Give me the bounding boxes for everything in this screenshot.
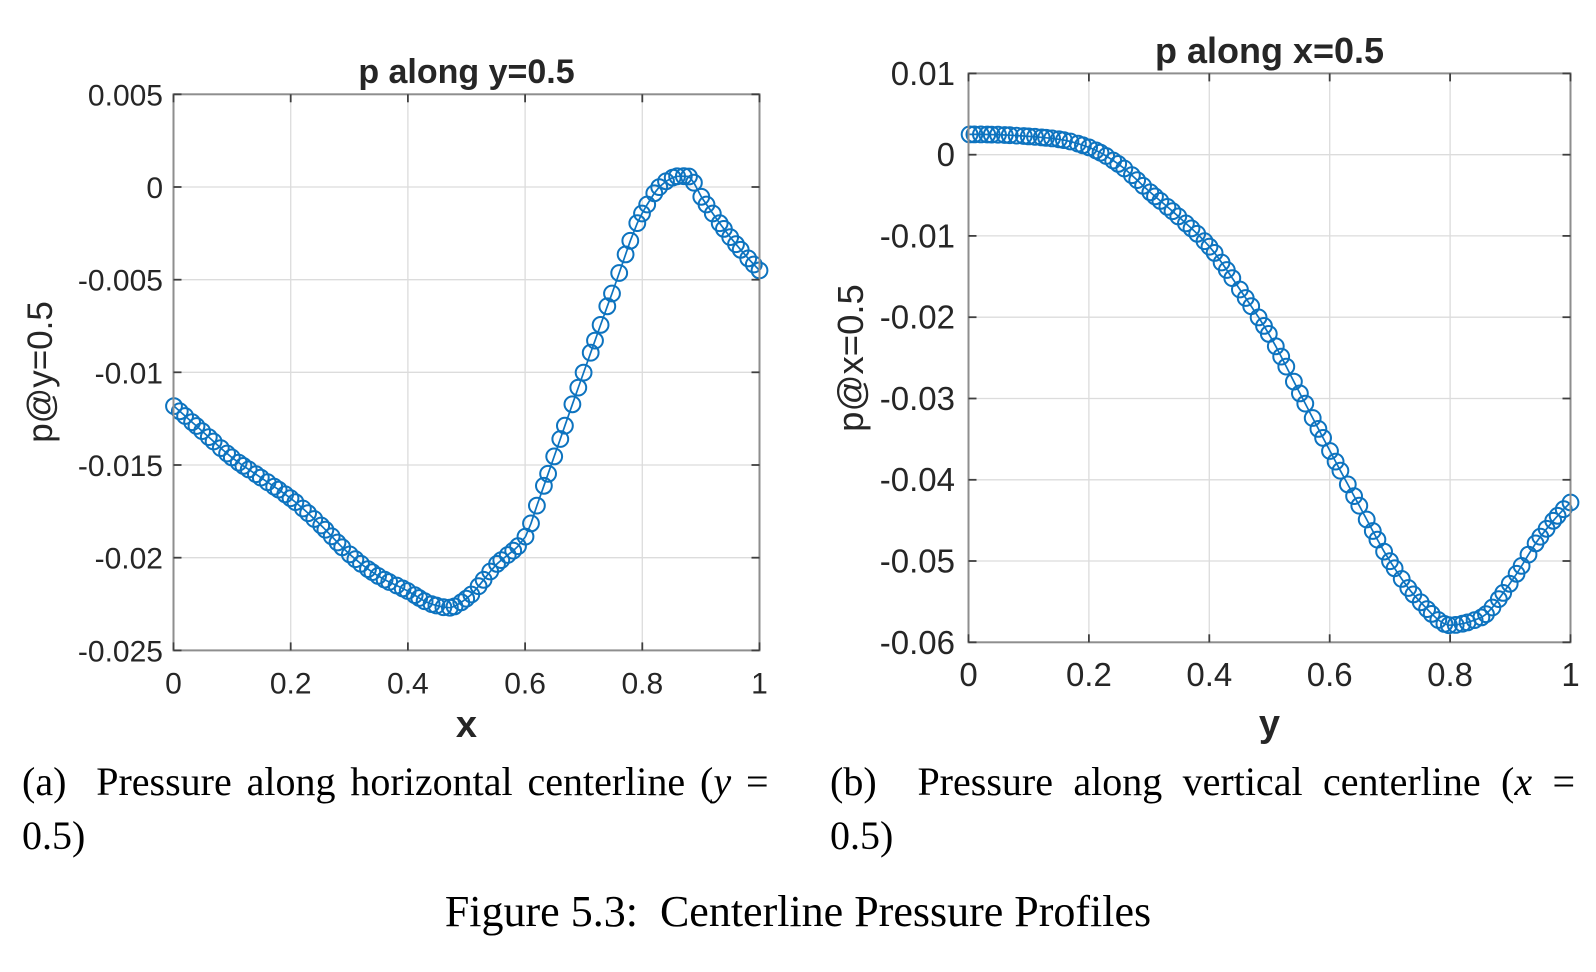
svg-text:-0.04: -0.04 bbox=[880, 461, 955, 498]
svg-text:-0.05: -0.05 bbox=[880, 543, 955, 580]
svg-text:0.01: 0.01 bbox=[891, 55, 955, 92]
svg-text:0: 0 bbox=[165, 668, 182, 701]
svg-text:-0.03: -0.03 bbox=[880, 380, 955, 417]
svg-text:-0.02: -0.02 bbox=[880, 299, 955, 336]
svg-text:p@y=0.5: p@y=0.5 bbox=[21, 301, 60, 443]
svg-text:0.6: 0.6 bbox=[1307, 656, 1353, 693]
svg-text:0.005: 0.005 bbox=[88, 79, 163, 112]
svg-text:y: y bbox=[1259, 703, 1280, 745]
svg-text:-0.06: -0.06 bbox=[880, 624, 955, 661]
svg-text:p along y=0.5: p along y=0.5 bbox=[358, 53, 574, 91]
svg-text:0.4: 0.4 bbox=[387, 668, 429, 701]
svg-text:-0.015: -0.015 bbox=[78, 450, 163, 483]
svg-text:0: 0 bbox=[959, 656, 977, 693]
svg-text:0.8: 0.8 bbox=[621, 668, 663, 701]
svg-text:0.8: 0.8 bbox=[1427, 656, 1473, 693]
svg-text:-0.025: -0.025 bbox=[78, 635, 163, 668]
svg-text:-0.01: -0.01 bbox=[880, 217, 955, 254]
svg-text:0.6: 0.6 bbox=[504, 668, 546, 701]
svg-text:-0.005: -0.005 bbox=[78, 265, 163, 298]
svg-text:1: 1 bbox=[751, 668, 768, 701]
svg-text:p along x=0.5: p along x=0.5 bbox=[1155, 30, 1384, 71]
svg-text:-0.02: -0.02 bbox=[95, 543, 163, 576]
svg-text:0.4: 0.4 bbox=[1186, 656, 1232, 693]
svg-text:0.2: 0.2 bbox=[270, 668, 312, 701]
svg-text:0: 0 bbox=[937, 136, 955, 173]
svg-text:1: 1 bbox=[1561, 656, 1579, 693]
svg-text:0.2: 0.2 bbox=[1066, 656, 1112, 693]
svg-text:x: x bbox=[456, 704, 477, 746]
svg-text:p@x=0.5: p@x=0.5 bbox=[830, 284, 871, 432]
svg-text:-0.01: -0.01 bbox=[95, 357, 163, 390]
svg-text:0: 0 bbox=[146, 172, 163, 205]
